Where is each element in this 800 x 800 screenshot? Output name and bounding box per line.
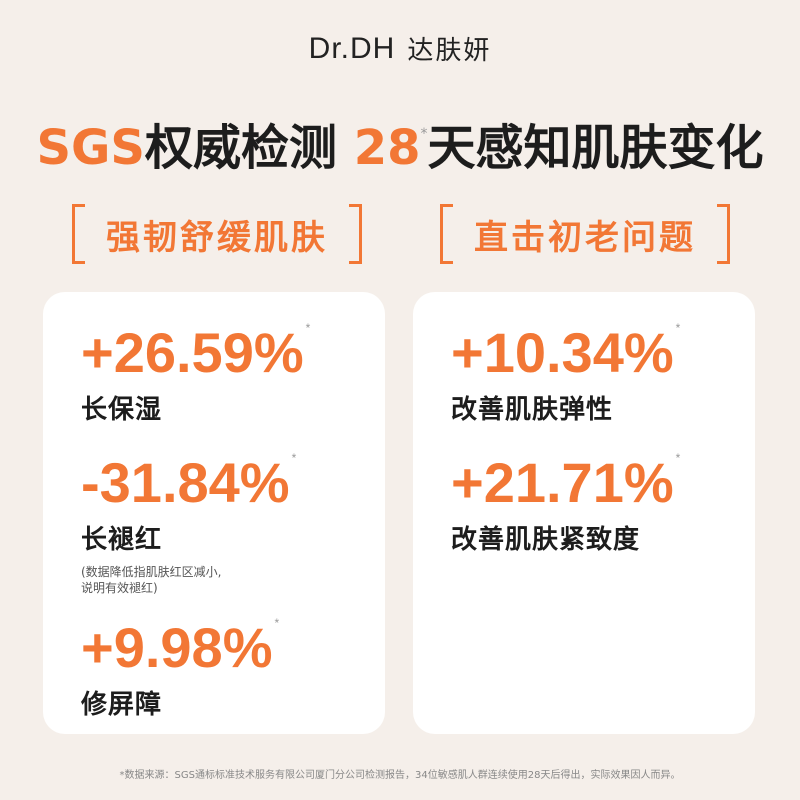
section-title-soothe: 强韧舒缓肌肤	[72, 204, 362, 264]
brand-logo: Dr.DH 达肤妍	[0, 30, 800, 67]
logo-text-cn: 达肤妍	[407, 36, 492, 66]
card-antiaging: +10.34% * 改善肌肤弹性 +21.71% * 改善肌肤紧致度	[413, 292, 755, 734]
stat-hydration: +26.59% * 长保湿	[81, 322, 310, 426]
stat-label: 长保湿	[81, 395, 163, 425]
headline-footnote-mark: *	[420, 126, 428, 142]
stat-value: -31.84% *	[81, 451, 297, 514]
stat-value: +9.98% *	[81, 616, 280, 679]
stat-label: 修屏障	[81, 690, 163, 720]
stat-redness: -31.84% * 长褪红 (数据降低指肌肤红区减小, 说明有效褪红)	[81, 452, 296, 596]
headline: SGS权威检测 28*天感知肌肤变化	[0, 108, 800, 178]
card-soothe: +26.59% * 长保湿 -31.84% * 长褪红 (数据降低指肌肤红区减小, …	[43, 292, 385, 734]
section-title-antiaging: 直击初老问题	[440, 204, 730, 264]
headline-sgs: SGS	[36, 120, 145, 176]
stat-label: 改善肌肤弹性	[451, 395, 614, 425]
stat-note: (数据降低指肌肤红区减小, 说明有效褪红)	[81, 565, 222, 595]
stat-elasticity: +10.34% * 改善肌肤弹性	[451, 322, 680, 426]
logo-text-en: Dr.DH	[308, 31, 396, 65]
headline-change: 天感知肌肤变化	[427, 120, 764, 176]
stat-barrier: +9.98% * 修屏障	[81, 617, 279, 721]
headline-days: 28	[353, 120, 421, 176]
headline-authority: 权威检测	[145, 120, 338, 176]
stat-label: 长褪红	[81, 525, 163, 555]
stat-label: 改善肌肤紧致度	[451, 525, 641, 555]
stat-value: +10.34% *	[451, 321, 681, 384]
stat-value: +21.71% *	[451, 451, 681, 514]
stat-value: +26.59% *	[81, 321, 311, 384]
footnote: *数据来源：SGS通标标准技术服务有限公司厦门分公司检测报告，34位敏感肌人群连…	[119, 770, 681, 781]
stat-firmness: +21.71% * 改善肌肤紧致度	[451, 452, 680, 556]
